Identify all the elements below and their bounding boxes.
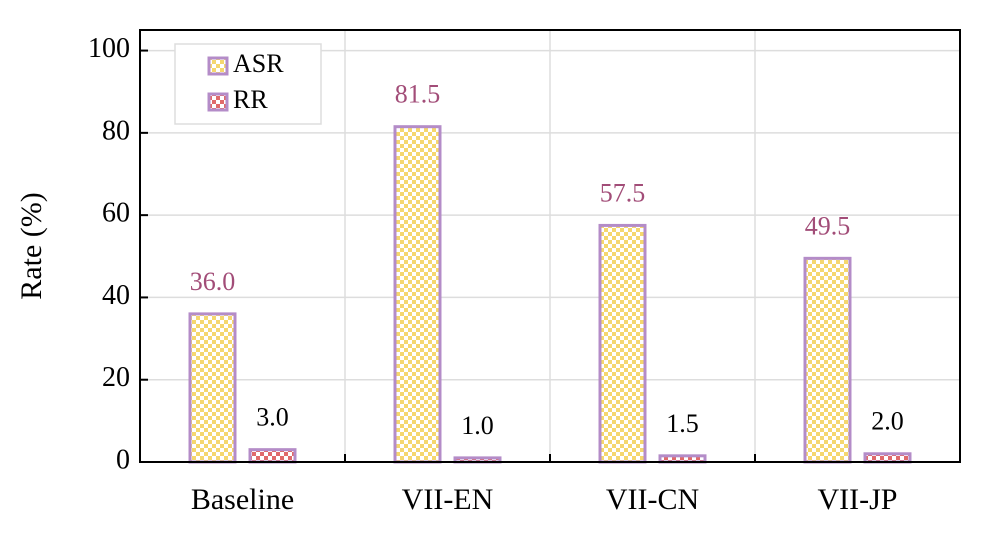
y-axis-label: Rate (%) bbox=[15, 192, 48, 299]
plot-frame bbox=[139, 29, 961, 463]
legend-swatch bbox=[207, 92, 229, 112]
value-label: 49.5 bbox=[805, 211, 851, 240]
x-tick-label: VII-EN bbox=[402, 483, 494, 516]
value-label: 1.5 bbox=[666, 409, 699, 438]
legend-swatch bbox=[207, 56, 229, 76]
legend-label: RR bbox=[233, 85, 268, 114]
legend-label: ASR bbox=[233, 49, 284, 78]
value-label: 2.0 bbox=[871, 407, 904, 436]
value-label: 3.0 bbox=[256, 403, 289, 432]
value-label: 57.5 bbox=[600, 178, 646, 207]
bar bbox=[598, 223, 647, 464]
bar bbox=[393, 125, 442, 464]
y-tick-label: 40 bbox=[102, 280, 130, 311]
x-tick-label: Baseline bbox=[191, 483, 294, 516]
value-label: 81.5 bbox=[395, 80, 441, 109]
y-tick-label: 80 bbox=[102, 115, 130, 146]
value-label: 36.0 bbox=[190, 267, 236, 296]
x-tick-label: VII-CN bbox=[606, 483, 699, 516]
y-tick-label: 0 bbox=[116, 444, 130, 475]
bar bbox=[803, 256, 852, 464]
value-label: 1.0 bbox=[461, 411, 494, 440]
bar bbox=[188, 312, 237, 464]
y-tick-label: 60 bbox=[102, 198, 130, 229]
legend-box bbox=[174, 43, 322, 125]
bar bbox=[863, 452, 912, 464]
bar bbox=[248, 448, 297, 464]
y-tick-label: 20 bbox=[102, 362, 130, 393]
y-tick-label: 100 bbox=[88, 33, 130, 64]
x-tick-label: VII-JP bbox=[818, 483, 898, 516]
